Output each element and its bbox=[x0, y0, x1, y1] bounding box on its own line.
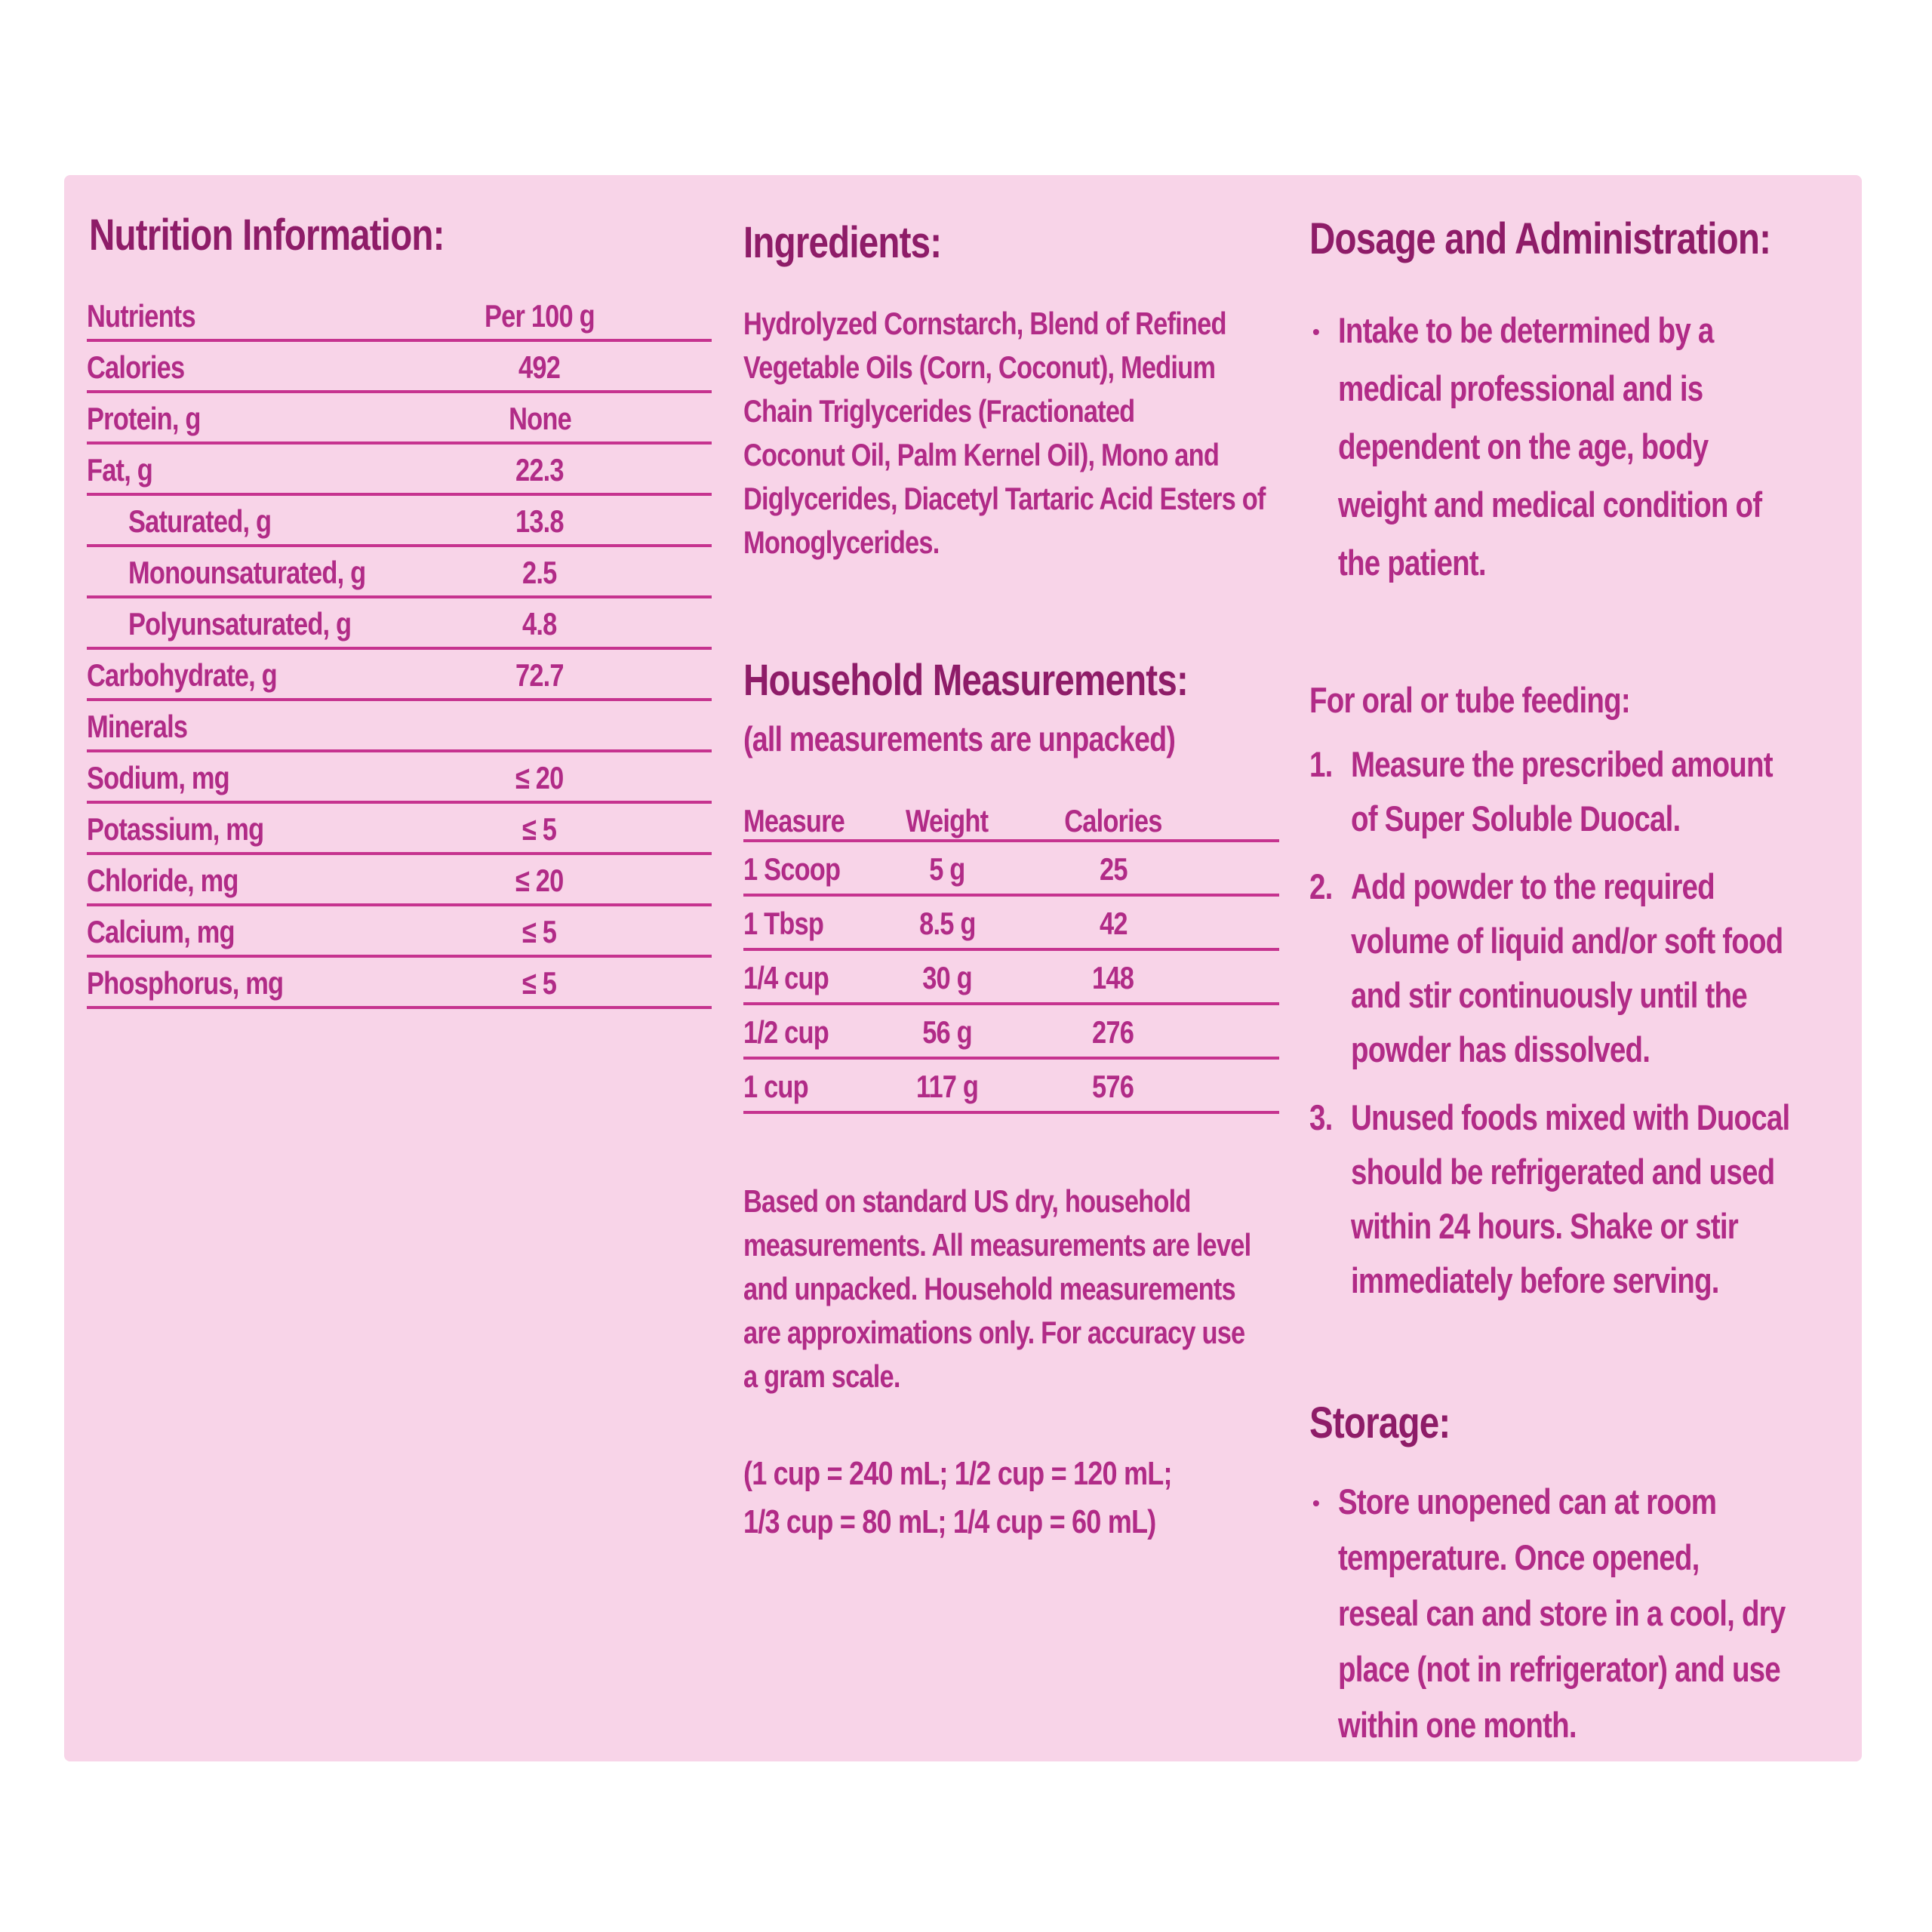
table-row: Saturated, g 13.8 bbox=[87, 496, 712, 547]
table-row: Phosphorus, mg ≤ 5 bbox=[87, 958, 712, 1009]
list-item: 1. Measure the prescribed amount of Supe… bbox=[1309, 744, 1774, 838]
table-row: Carbohydrate, g 72.7 bbox=[87, 650, 712, 701]
table-row: Sodium, mg ≤ 20 bbox=[87, 752, 712, 804]
table-header-row: Measure Weight Calories bbox=[743, 794, 1279, 842]
table-row: Nutrients Per 100 g bbox=[87, 291, 712, 342]
feeding-heading: For oral or tube feeding: bbox=[1309, 680, 1631, 720]
dosage-bullet-item: • Intake to be determined by a medical p… bbox=[1312, 310, 1762, 583]
household-measurements-subtitle: (all measurements are unpacked) bbox=[743, 719, 1176, 758]
table-row: 1 Tbsp 8.5 g 42 bbox=[743, 897, 1279, 951]
bullet-icon: • bbox=[1312, 320, 1320, 343]
nutrition-table: Nutrients Per 100 g Calories 492 Protein… bbox=[87, 291, 712, 1009]
table-row: 1/2 cup 56 g 276 bbox=[743, 1005, 1279, 1060]
table-row: Chloride, mg ≤ 20 bbox=[87, 855, 712, 906]
cup-equivalents: (1 cup = 240 mL; 1/2 cup = 120 mL; 1/3 c… bbox=[743, 1455, 1172, 1540]
table-row: 1 Scoop 5 g 25 bbox=[743, 842, 1279, 897]
table-row: Monounsaturated, g 2.5 bbox=[87, 547, 712, 598]
table-row: Minerals bbox=[87, 701, 712, 752]
ingredients-paragraph: Hydrolyzed Cornstarch, Blend of Refined … bbox=[743, 306, 1266, 560]
list-item: 2. Add powder to the required volume of … bbox=[1309, 866, 1783, 1069]
nutrition-information-title: Nutrition Information: bbox=[89, 211, 445, 260]
ingredients-title: Ingredients: bbox=[743, 218, 942, 267]
table-row: Calories 492 bbox=[87, 342, 712, 393]
table-row: Fat, g 22.3 bbox=[87, 445, 712, 496]
table-row: Protein, g None bbox=[87, 393, 712, 445]
household-measurements-title: Household Measurements: bbox=[743, 656, 1189, 705]
household-measurements-table: Measure Weight Calories 1 Scoop 5 g 25 1… bbox=[743, 794, 1279, 1114]
storage-bullet-item: • Store unopened can at room temperature… bbox=[1312, 1481, 1786, 1745]
table-row: 1 cup 117 g 576 bbox=[743, 1060, 1279, 1114]
table-row: Polyunsaturated, g 4.8 bbox=[87, 598, 712, 650]
storage-title: Storage: bbox=[1309, 1398, 1451, 1447]
table-row: Calcium, mg ≤ 5 bbox=[87, 906, 712, 958]
measurements-footnote: Based on standard US dry, household meas… bbox=[743, 1183, 1251, 1394]
table-row: Potassium, mg ≤ 5 bbox=[87, 804, 712, 855]
dosage-administration-title: Dosage and Administration: bbox=[1309, 214, 1771, 263]
label-panel bbox=[64, 175, 1862, 1761]
table-row: 1/4 cup 30 g 148 bbox=[743, 951, 1279, 1005]
bullet-icon: • bbox=[1312, 1491, 1320, 1515]
list-item: 3. Unused foods mixed with Duocal should… bbox=[1309, 1097, 1790, 1300]
feeding-steps-list: 1. Measure the prescribed amount of Supe… bbox=[1309, 743, 1868, 1327]
